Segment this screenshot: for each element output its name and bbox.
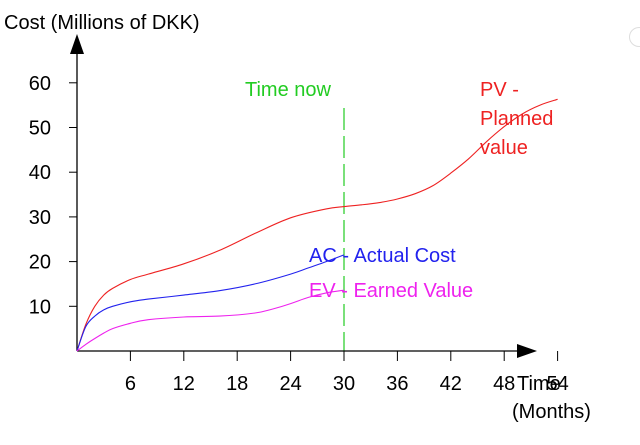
y-axis-title: Cost (Millions of DKK)	[4, 12, 200, 34]
y-tick-label-20: 20	[29, 252, 51, 274]
y-tick-label-50: 50	[29, 118, 51, 140]
y-axis-arrow	[70, 34, 84, 54]
x-tick-label-54: 54	[546, 373, 568, 395]
x-tick-label-24: 24	[279, 373, 301, 395]
y-tick-label-40: 40	[29, 162, 51, 184]
series-line-pv	[76, 98, 558, 352]
x-axis-arrow	[517, 344, 537, 358]
x-tick-label-42: 42	[440, 373, 462, 395]
x-tick-label-6: 6	[125, 373, 136, 395]
pv-label-line2: Planned	[480, 108, 553, 130]
time-now-label: Time now	[245, 79, 332, 101]
x-tick-label-12: 12	[173, 373, 195, 395]
x-axis-title-line2: (Months)	[512, 401, 591, 423]
x-tick-label-36: 36	[386, 373, 408, 395]
pv-label-line3: value	[480, 137, 528, 159]
ac-label: AC - Actual Cost	[309, 245, 456, 267]
x-axis-title-line1: Time	[517, 373, 561, 395]
series-line-ac	[76, 254, 345, 352]
y-tick-label-30: 30	[29, 207, 51, 229]
series-line-ev	[76, 289, 345, 352]
x-tick-label-18: 18	[226, 373, 248, 395]
ev-label: EV - Earned Value	[309, 280, 473, 302]
x-tick-label-30: 30	[333, 373, 355, 395]
y-tick-label-10: 10	[29, 296, 51, 318]
y-tick-label-60: 60	[29, 73, 51, 95]
x-tick-label-48: 48	[493, 373, 515, 395]
pv-label-line1: PV -	[480, 79, 519, 101]
